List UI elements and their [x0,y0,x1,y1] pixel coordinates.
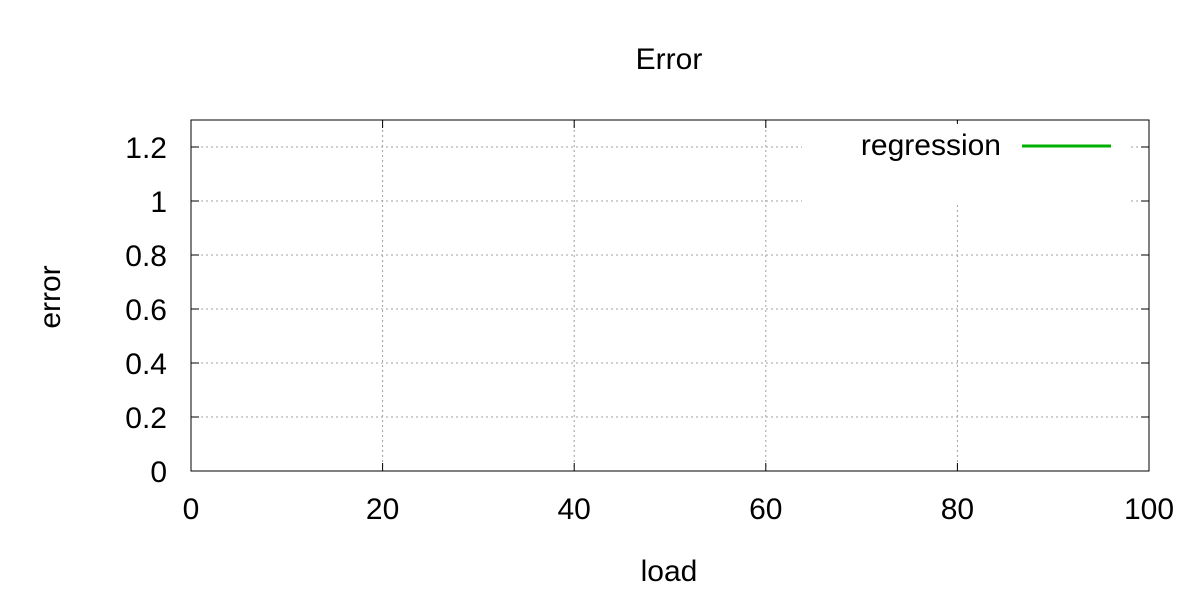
legend: regression [802,124,1129,204]
chart-title: Error [636,43,703,76]
x-tick-label: 100 [1124,493,1174,526]
y-tick-label: 0.6 [125,294,167,327]
y-axis-label: error [34,265,67,328]
x-tick-label: 0 [183,493,200,526]
x-tick-labels: 0 20 40 60 80 100 [183,493,1174,526]
legend-box [802,124,1129,204]
plot-frame [190,119,1150,472]
y-tick-label: 1 [150,186,167,219]
y-tick-label: 0.8 [125,240,167,273]
x-tick-label: 80 [941,493,974,526]
y-tick-label: 0.2 [125,402,167,435]
y-tick-labels: 0 0.2 0.4 0.6 0.8 1 1.2 [125,132,167,489]
y-tick-label: 0 [150,456,167,489]
y-tick-label: 1.2 [125,132,167,165]
x-tick-label: 40 [558,493,591,526]
legend-label: regression [861,129,1001,162]
x-tick-label: 60 [749,493,782,526]
x-axis-label: load [641,555,698,588]
x-tick-label: 20 [366,493,399,526]
grid-layer [191,120,1149,471]
y-tick-label: 0.4 [125,348,167,381]
